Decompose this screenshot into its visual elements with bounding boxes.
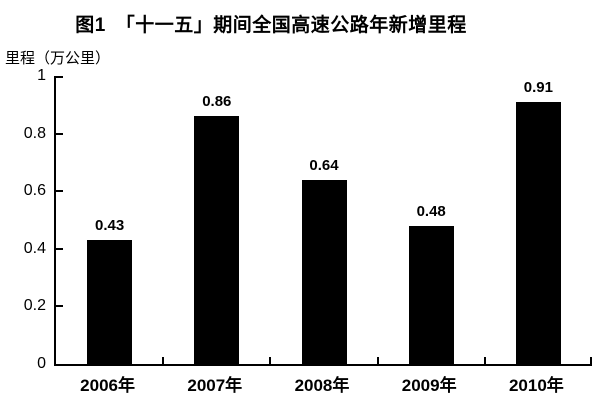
x-axis-tick — [162, 357, 165, 364]
plot-area: 0.43 0.86 0.64 0.48 0.91 — [54, 76, 592, 366]
y-axis-title: 里程（万公里） — [5, 50, 111, 67]
x-axis-category-label: 2006年 — [80, 376, 135, 395]
bar-value-label: 0.43 — [94, 217, 125, 234]
y-axis-tick — [56, 248, 63, 250]
x-axis-tick — [590, 357, 592, 364]
y-axis-tick-label: 0.6 — [23, 182, 46, 199]
x-axis-category-label: 2008年 — [294, 376, 350, 395]
y-axis-tick — [56, 305, 63, 307]
bar-value-label: 0.91 — [523, 79, 553, 96]
bar — [87, 240, 133, 364]
bar — [515, 102, 561, 364]
x-axis-tick — [269, 357, 272, 364]
y-axis-tick-label: 0.4 — [23, 240, 46, 257]
bar-value-label: 0.48 — [416, 203, 446, 220]
y-axis-tick-label: 1 — [37, 67, 46, 84]
bar-value-label: 0.64 — [309, 157, 339, 174]
x-axis-category-label: 2007年 — [187, 376, 243, 395]
x-axis-tick — [483, 357, 486, 364]
bar — [408, 226, 454, 364]
y-axis-tick — [56, 133, 63, 135]
bar-value-label: 0.86 — [202, 93, 232, 110]
y-axis-tick-label: 0.2 — [23, 297, 46, 314]
y-axis-tick-label: 0.8 — [23, 125, 46, 142]
y-axis-tick — [56, 76, 63, 78]
bar — [301, 180, 347, 364]
x-axis-category-label: 2009年 — [401, 376, 457, 395]
y-axis-tick-label: 0 — [37, 355, 46, 372]
chart-title: 图1 「十一五」期间全国高速公路年新增里程 — [75, 15, 467, 36]
y-axis-tick — [56, 190, 63, 192]
bar — [194, 116, 240, 364]
x-axis-category-label: 2010年 — [508, 376, 564, 395]
x-axis-tick — [376, 357, 379, 364]
